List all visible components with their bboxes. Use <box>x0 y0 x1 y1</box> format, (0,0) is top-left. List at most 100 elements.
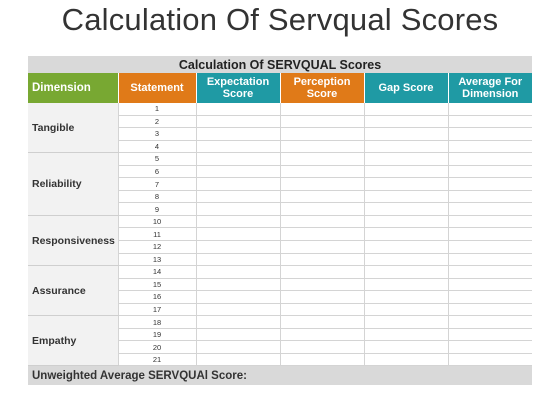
expectation-score-cell[interactable] <box>195 315 280 329</box>
gap-score-cell[interactable] <box>363 353 448 367</box>
perception-score-cell[interactable] <box>279 227 364 241</box>
gap-score-cell[interactable] <box>363 328 448 342</box>
average-cell[interactable] <box>447 265 533 279</box>
perception-score-cell[interactable] <box>279 103 364 116</box>
expectation-score-cell[interactable] <box>195 165 280 179</box>
gap-score-cell[interactable] <box>363 227 448 241</box>
average-cell[interactable] <box>447 165 533 179</box>
perception-score-cell[interactable] <box>279 127 364 141</box>
average-cell[interactable] <box>447 315 533 329</box>
expectation-score-cell[interactable] <box>195 177 280 191</box>
expectation-score-cell[interactable] <box>195 202 280 216</box>
perception-score-cell[interactable] <box>279 177 364 191</box>
table-row: 12 <box>28 240 533 254</box>
expectation-score-cell[interactable] <box>195 253 280 267</box>
statement-number-cell: 3 <box>117 127 196 141</box>
perception-score-cell[interactable] <box>279 240 364 254</box>
statement-number-cell: 10 <box>117 215 196 229</box>
gap-score-cell[interactable] <box>363 315 448 329</box>
gap-score-cell[interactable] <box>363 115 448 129</box>
gap-score-cell[interactable] <box>363 215 448 229</box>
average-cell[interactable] <box>447 190 533 204</box>
expectation-score-cell[interactable] <box>195 340 280 354</box>
gap-score-cell[interactable] <box>363 240 448 254</box>
perception-score-cell[interactable] <box>279 290 364 304</box>
dimension-cell: Reliability <box>28 152 118 216</box>
average-cell[interactable] <box>447 152 533 166</box>
gap-score-cell[interactable] <box>363 290 448 304</box>
table-row: Responsiveness 10 <box>28 215 533 267</box>
gap-score-cell[interactable] <box>363 127 448 141</box>
average-cell[interactable] <box>447 115 533 129</box>
gap-score-cell[interactable] <box>363 265 448 279</box>
perception-score-cell[interactable] <box>279 165 364 179</box>
gap-score-cell[interactable] <box>363 152 448 166</box>
perception-score-cell[interactable] <box>279 253 364 267</box>
average-cell[interactable] <box>447 340 533 354</box>
statement-number-cell: 11 <box>117 227 196 241</box>
perception-score-cell[interactable] <box>279 353 364 367</box>
table-row: 11 <box>28 227 533 241</box>
expectation-score-cell[interactable] <box>195 328 280 342</box>
gap-score-cell[interactable] <box>363 190 448 204</box>
average-cell[interactable] <box>447 328 533 342</box>
table-row: 8 <box>28 190 533 204</box>
table-row: 15 <box>28 278 533 292</box>
expectation-score-cell[interactable] <box>195 103 280 116</box>
perception-score-cell[interactable] <box>279 202 364 216</box>
expectation-score-cell[interactable] <box>195 265 280 279</box>
expectation-score-cell[interactable] <box>195 227 280 241</box>
expectation-score-cell[interactable] <box>195 127 280 141</box>
gap-score-cell[interactable] <box>363 303 448 317</box>
gap-score-cell[interactable] <box>363 340 448 354</box>
expectation-score-cell[interactable] <box>195 290 280 304</box>
perception-score-cell[interactable] <box>279 315 364 329</box>
table-row: 21 <box>28 353 533 367</box>
dimension-cell: Tangible <box>28 103 118 154</box>
perception-score-cell[interactable] <box>279 278 364 292</box>
expectation-score-cell[interactable] <box>195 353 280 367</box>
perception-score-cell[interactable] <box>279 140 364 154</box>
average-cell[interactable] <box>447 278 533 292</box>
gap-score-cell[interactable] <box>363 165 448 179</box>
table-body: Tangible 1 2 3 4 Reliability 5 6 7 8 9 Responsivene… <box>28 103 533 367</box>
gap-score-cell[interactable] <box>363 103 448 116</box>
table-row: 4 <box>28 140 533 154</box>
gap-score-cell[interactable] <box>363 202 448 216</box>
gap-score-cell[interactable] <box>363 177 448 191</box>
gap-score-cell[interactable] <box>363 278 448 292</box>
expectation-score-cell[interactable] <box>195 303 280 317</box>
perception-score-cell[interactable] <box>279 328 364 342</box>
perception-score-cell[interactable] <box>279 215 364 229</box>
perception-score-cell[interactable] <box>279 340 364 354</box>
expectation-score-cell[interactable] <box>195 240 280 254</box>
average-cell[interactable] <box>447 103 533 116</box>
perception-score-cell[interactable] <box>279 190 364 204</box>
average-cell[interactable] <box>447 253 533 267</box>
expectation-score-cell[interactable] <box>195 215 280 229</box>
expectation-score-cell[interactable] <box>195 152 280 166</box>
perception-score-cell[interactable] <box>279 115 364 129</box>
average-cell[interactable] <box>447 290 533 304</box>
average-cell[interactable] <box>447 227 533 241</box>
average-cell[interactable] <box>447 177 533 191</box>
page-title: Calculation Of Servqual Scores <box>61 2 499 37</box>
perception-score-cell[interactable] <box>279 265 364 279</box>
average-cell[interactable] <box>447 240 533 254</box>
average-cell[interactable] <box>447 353 533 367</box>
gap-score-cell[interactable] <box>363 140 448 154</box>
average-cell[interactable] <box>447 202 533 216</box>
expectation-score-cell[interactable] <box>195 115 280 129</box>
average-cell[interactable] <box>447 127 533 141</box>
average-cell[interactable] <box>447 215 533 229</box>
expectation-score-cell[interactable] <box>195 140 280 154</box>
header-perception-score: Perception Score <box>279 73 364 103</box>
statement-number-cell: 9 <box>117 202 196 216</box>
perception-score-cell[interactable] <box>279 303 364 317</box>
expectation-score-cell[interactable] <box>195 278 280 292</box>
average-cell[interactable] <box>447 140 533 154</box>
perception-score-cell[interactable] <box>279 152 364 166</box>
expectation-score-cell[interactable] <box>195 190 280 204</box>
average-cell[interactable] <box>447 303 533 317</box>
gap-score-cell[interactable] <box>363 253 448 267</box>
